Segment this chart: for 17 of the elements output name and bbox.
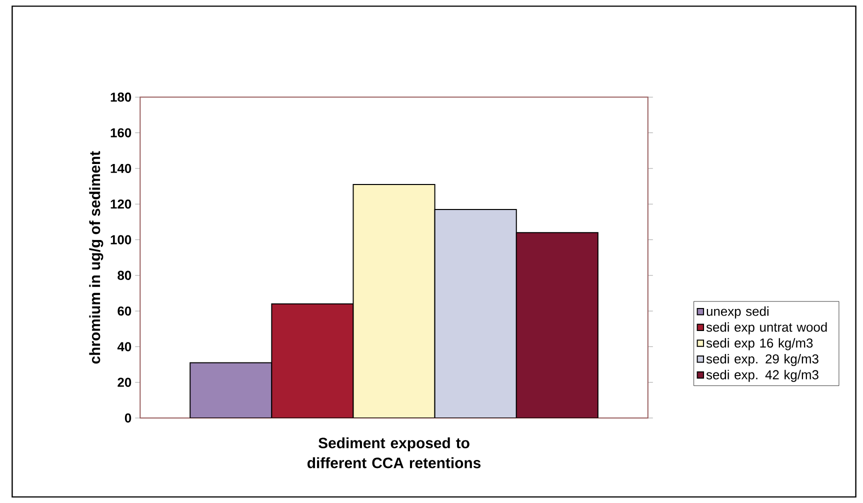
y-tick-label: 160 xyxy=(110,128,132,138)
y-axis-title: chromium in ug/g of sediment xyxy=(89,151,104,364)
y-tick-label: 100 xyxy=(110,235,132,244)
legend-label: sedi exp. 29 kg/m3 xyxy=(706,354,818,366)
y-tick-label: 180 xyxy=(110,92,132,102)
y-tick-label: 60 xyxy=(118,306,132,316)
y-tick-label: 120 xyxy=(110,199,132,209)
y-tick-label: 40 xyxy=(117,342,132,352)
y-tick-label: 0 xyxy=(124,413,132,422)
y-tick-label: 80 xyxy=(118,270,132,280)
y-tick-label: 20 xyxy=(118,378,132,387)
y-tick-label: 140 xyxy=(110,164,132,173)
legend-label: unexp sedi xyxy=(706,306,768,318)
legend-label: sedi exp 16 kg/m3 xyxy=(706,338,813,350)
legend-label: sedi exp untrat wood xyxy=(706,322,827,334)
x-axis-title: Sediment exposed to different CCA retentions xyxy=(307,437,481,468)
legend-label: sedi exp. 42 kg/m3 xyxy=(706,370,818,382)
